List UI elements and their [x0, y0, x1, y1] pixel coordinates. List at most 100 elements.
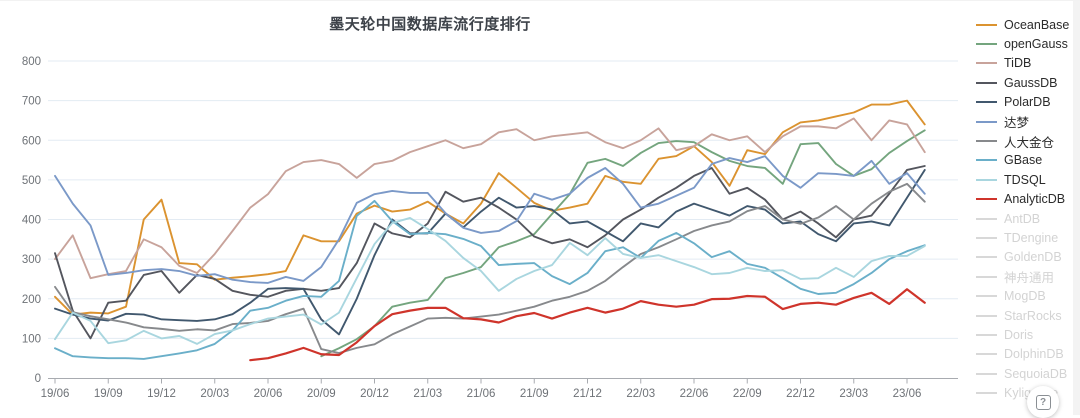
legend-line-swatch	[976, 256, 997, 259]
series-line-GBase	[54, 199, 926, 360]
x-axis-label-21/06: 21/06	[467, 388, 496, 400]
series-line-PolarDB	[54, 169, 926, 336]
legend-item-GoldenDB[interactable]: GoldenDB	[976, 248, 1076, 267]
legend-item-AnalyticDB[interactable]: AnalyticDB	[976, 190, 1076, 209]
legend-item-Kyligence[interactable]: Kyligence	[976, 383, 1076, 402]
legend-label: 达梦	[1004, 116, 1030, 131]
legend-line-swatch	[976, 43, 997, 46]
legend-line-swatch	[976, 62, 997, 65]
legend-line-swatch	[976, 217, 997, 220]
x-axis-label-20/03: 20/03	[200, 388, 229, 400]
legend-label: GaussDB	[1004, 75, 1058, 90]
legend-label: GBase	[1004, 153, 1043, 168]
chart-title: 墨天轮中国数据库流行度排行	[329, 16, 531, 33]
x-axis-label-19/12: 19/12	[147, 388, 176, 400]
legend-label: MogDB	[1004, 289, 1046, 304]
legend-line-swatch	[976, 392, 997, 395]
y-axis-label-700: 700	[22, 96, 41, 108]
y-axis-label-300: 300	[22, 254, 41, 266]
help-button[interactable]: ?	[1027, 386, 1059, 418]
x-axis-label-20/09: 20/09	[307, 388, 336, 400]
legend-label: AnalyticDB	[1004, 192, 1066, 207]
y-axis-label-600: 600	[22, 135, 41, 147]
legend-line-swatch	[976, 236, 997, 239]
x-axis-label-21/03: 21/03	[413, 388, 442, 400]
legend-item-SequoiaDB[interactable]: SequoiaDB	[976, 364, 1076, 383]
legend-line-swatch	[976, 81, 997, 84]
legend-item-openGauss[interactable]: openGauss	[976, 34, 1076, 53]
legend-item-PolarDB[interactable]: PolarDB	[976, 93, 1076, 112]
series-line-OceanBase	[54, 99, 926, 316]
question-mark-icon: ?	[1035, 394, 1051, 410]
series-line-TDSQL	[54, 216, 926, 345]
legend-item-StarRocks[interactable]: StarRocks	[976, 306, 1076, 325]
legend-label: SequoiaDB	[1004, 366, 1068, 381]
legend-label: DolphinDB	[1004, 347, 1064, 362]
legend-label: TDSQL	[1004, 172, 1046, 187]
legend-item-TDengine[interactable]: TDengine	[976, 228, 1076, 247]
legend-item-GBase[interactable]: GBase	[976, 151, 1076, 170]
legend-line-swatch	[976, 198, 997, 201]
legend-label: StarRocks	[1004, 308, 1062, 323]
legend-label: GoldenDB	[1004, 250, 1062, 265]
legend-line-swatch	[976, 178, 997, 181]
page-scrollbar[interactable]	[1073, 1, 1080, 415]
legend-item-人大金仓[interactable]: 人大金仓	[976, 131, 1076, 150]
legend-item-TDSQL[interactable]: TDSQL	[976, 170, 1076, 189]
legend-line-swatch	[976, 314, 997, 317]
legend-item-DolphinDB[interactable]: DolphinDB	[976, 345, 1076, 364]
legend-item-TiDB[interactable]: TiDB	[976, 54, 1076, 73]
x-axis-label-23/03: 23/03	[839, 388, 868, 400]
x-axis-label-20/12: 20/12	[360, 388, 389, 400]
series-line-openGauss	[320, 129, 926, 358]
legend-item-MogDB[interactable]: MogDB	[976, 286, 1076, 305]
legend-label: OceanBase	[1004, 17, 1070, 32]
legend-line-swatch	[976, 275, 997, 278]
legend-item-GaussDB[interactable]: GaussDB	[976, 73, 1076, 92]
legend-line-swatch	[976, 353, 997, 356]
series-line-GaussDB	[54, 165, 926, 340]
x-axis-label-23/06: 23/06	[893, 388, 922, 400]
x-axis-label-21/12: 21/12	[573, 388, 602, 400]
y-axis-label-400: 400	[22, 215, 41, 227]
x-axis-label-22/09: 22/09	[733, 388, 762, 400]
legend-label: 人大金仓	[1004, 135, 1055, 150]
legend-item-OceanBase[interactable]: OceanBase	[976, 15, 1076, 34]
x-axis-label-19/06: 19/06	[41, 388, 70, 400]
legend-item-AntDB[interactable]: AntDB	[976, 209, 1076, 228]
x-axis-label-22/03: 22/03	[626, 388, 655, 400]
legend-item-Doris[interactable]: Doris	[976, 325, 1076, 344]
legend-label: AntDB	[1004, 211, 1041, 226]
legend-item-达梦[interactable]: 达梦	[976, 112, 1076, 131]
legend-line-swatch	[976, 120, 997, 123]
x-axis-label-20/06: 20/06	[254, 388, 283, 400]
series-line-人大金仓	[54, 182, 926, 354]
legend-label: 神舟通用	[1004, 271, 1055, 286]
x-axis-label-22/06: 22/06	[680, 388, 709, 400]
legend-label: PolarDB	[1004, 95, 1051, 110]
legend-label: openGauss	[1004, 37, 1068, 52]
y-axis-label-200: 200	[22, 294, 41, 306]
x-axis-label-22/12: 22/12	[786, 388, 815, 400]
legend-item-神舟通用[interactable]: 神舟通用	[976, 267, 1076, 286]
x-axis-label-21/09: 21/09	[520, 388, 549, 400]
series-line-达梦	[54, 155, 926, 284]
x-axis-label-19/09: 19/09	[94, 388, 123, 400]
legend-line-swatch	[976, 23, 997, 26]
legend-label: Doris	[1004, 327, 1034, 342]
y-axis-label-100: 100	[22, 333, 41, 345]
legend-line-swatch	[976, 140, 997, 143]
popularity-line-chart: 0 100 200 300 400 500 600 700 800 19/06 19/09 19/12…	[22, 56, 958, 400]
y-axis-label-500: 500	[22, 175, 41, 187]
chart-legend: OceanBase openGauss TiDB GaussDB PolarDB 达梦人大…	[976, 15, 1076, 403]
legend-line-swatch	[976, 333, 997, 336]
legend-line-swatch	[976, 101, 997, 104]
legend-line-swatch	[976, 295, 997, 298]
legend-line-swatch	[976, 372, 997, 375]
series-line-AnalyticDB	[249, 288, 926, 362]
legend-line-swatch	[976, 159, 997, 162]
legend-label: TiDB	[1004, 56, 1032, 71]
legend-label: TDengine	[1004, 230, 1059, 245]
series-line-TiDB	[54, 117, 926, 280]
